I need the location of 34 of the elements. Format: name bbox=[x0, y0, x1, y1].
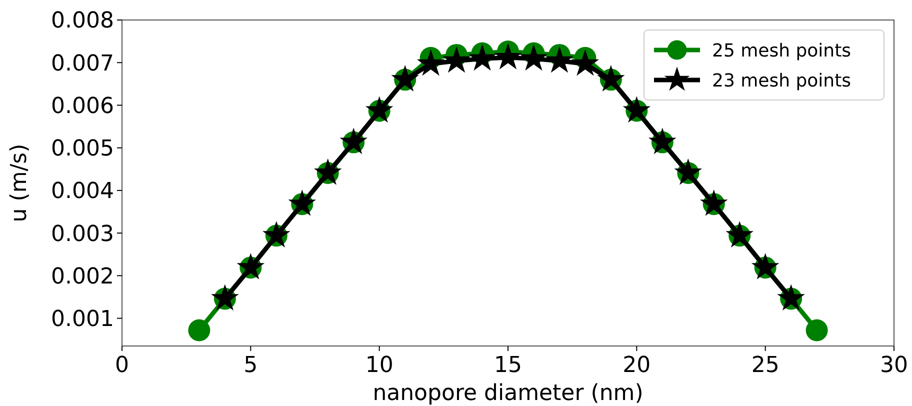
point bbox=[700, 189, 728, 216]
y-axis-title: u (m/s) bbox=[7, 144, 32, 222]
point bbox=[288, 189, 316, 216]
x-tick-label: 10 bbox=[365, 353, 394, 378]
point bbox=[751, 252, 780, 280]
point bbox=[546, 46, 574, 73]
y-tick-label: 0.008 bbox=[51, 8, 114, 34]
y-tick-label: 0.007 bbox=[51, 51, 114, 76]
point bbox=[416, 49, 445, 76]
point bbox=[571, 49, 600, 76]
point bbox=[674, 158, 702, 185]
point bbox=[468, 44, 496, 71]
point bbox=[520, 44, 548, 71]
x-axis-title: nanopore diameter (nm) bbox=[372, 381, 644, 406]
point bbox=[236, 252, 265, 280]
x-tick-label: 30 bbox=[880, 353, 908, 378]
x-tick-label: 15 bbox=[494, 353, 522, 378]
y-tick-label: 0.002 bbox=[51, 264, 114, 290]
point bbox=[494, 42, 522, 70]
y-tick-label: 0.003 bbox=[51, 222, 114, 247]
x-tick-label: 25 bbox=[751, 353, 780, 378]
x-tick-label: 0 bbox=[115, 353, 129, 378]
x-tick-label: 20 bbox=[622, 353, 651, 378]
y-tick-label: 0.001 bbox=[51, 307, 114, 332]
point bbox=[442, 46, 470, 73]
x-tick-label: 5 bbox=[244, 353, 258, 378]
legend-label: 25 mesh points bbox=[712, 40, 852, 62]
point bbox=[806, 319, 828, 342]
y-tick-label: 0.005 bbox=[51, 136, 114, 162]
legend-label: 23 mesh points bbox=[712, 70, 852, 92]
point bbox=[314, 158, 342, 185]
point bbox=[188, 319, 210, 342]
y-tick-label: 0.004 bbox=[51, 179, 114, 204]
y-tick-label: 0.006 bbox=[51, 94, 114, 119]
